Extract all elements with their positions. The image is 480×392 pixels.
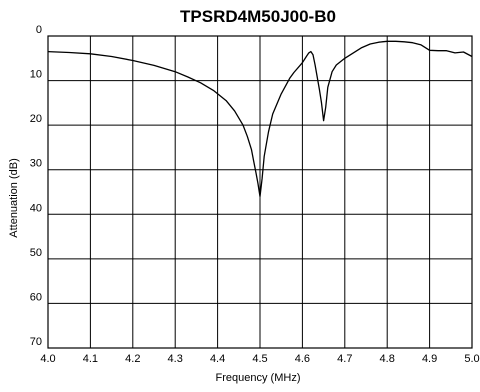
- plot-frame: [47, 35, 473, 349]
- x-tick-label: 4.2: [125, 353, 140, 365]
- y-tick-label: 50: [30, 247, 42, 259]
- y-tick-label: 30: [30, 158, 42, 170]
- series-layer: [47, 40, 473, 198]
- tick-labels: 4.0 4.1 4.2 4.3 4.4 4.5 4.6 4.7 4.8 4.9 5.0 0 10 20 30…: [30, 24, 480, 365]
- y-tick-label: 20: [30, 113, 42, 125]
- x-tick-label: 4.3: [168, 353, 183, 365]
- y-tick-label: 10: [30, 69, 42, 81]
- y-tick-label: 60: [30, 291, 42, 303]
- chart-title: TPSRD4M50J00-B0: [180, 7, 336, 26]
- x-tick-label: 5.0: [464, 353, 479, 365]
- x-tick-label: 4.8: [380, 353, 395, 365]
- x-tick-label: 4.9: [422, 353, 437, 365]
- x-tick-label: 4.1: [83, 353, 98, 365]
- y-tick-label: 0: [36, 24, 42, 36]
- x-axis-label: Frequency (MHz): [216, 372, 301, 384]
- y-tick-label: 70: [30, 336, 42, 348]
- x-tick-label: 4.7: [337, 353, 352, 365]
- y-axis-label: Attenuation (dB): [8, 158, 20, 238]
- attenuation-series-line: [47, 40, 473, 198]
- x-tick-label: 4.6: [295, 353, 310, 365]
- x-tick-label: 4.5: [252, 353, 267, 365]
- y-tick-label: 40: [30, 202, 42, 214]
- x-tick-label: 4.4: [210, 353, 225, 365]
- x-tick-label: 4.0: [40, 353, 55, 365]
